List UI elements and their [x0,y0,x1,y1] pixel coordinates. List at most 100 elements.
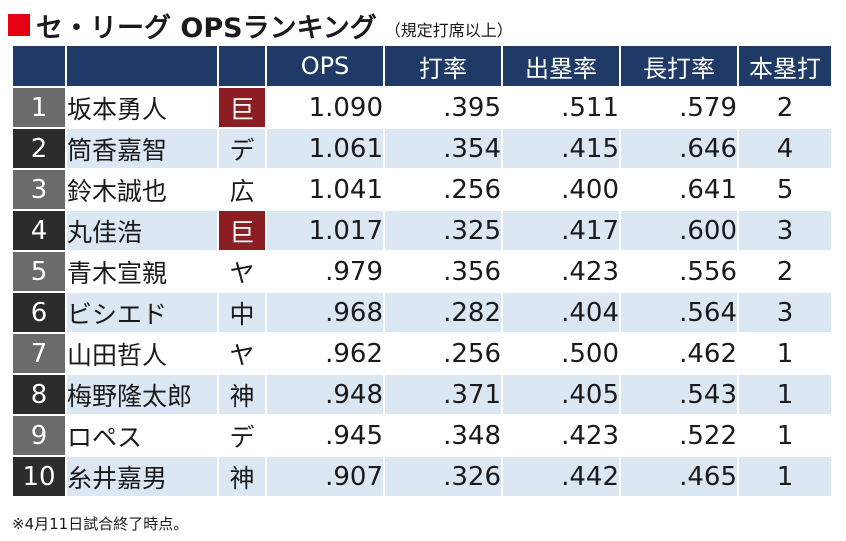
ops-ranking-table: OPS 打率 出塁率 長打率 本塁打 1 坂本勇人巨 1.090.395.511.5… [11,44,833,498]
avg-value: .354 [385,129,501,168]
ops-value: .979 [267,252,383,291]
hr-value: 4 [739,129,831,168]
avg-value: .356 [385,252,501,291]
hr-value: 1 [739,416,831,455]
header-slg: 長打率 [621,46,737,86]
ops-value: 1.090 [267,88,383,127]
obp-value: .423 [503,252,619,291]
ops-value: 1.041 [267,170,383,209]
obp-value: .415 [503,129,619,168]
player-name: ビシエド [67,293,217,332]
player-name: 糸井嘉男 [67,457,217,496]
rank-number: 9 [13,416,65,455]
ops-value: 1.017 [267,211,383,250]
rank-number: 4 [13,211,65,250]
header-name [67,46,217,86]
team-badge: 中 [219,293,265,332]
table-row: 2 筒香嘉智デ 1.061.354.415.646 4 [13,129,831,168]
avg-value: .326 [385,457,501,496]
hr-value: 1 [739,334,831,373]
team-badge: 広 [219,170,265,209]
header-ops: OPS [267,46,383,86]
rank-number: 10 [13,457,65,496]
title-bar: セ・リーグ OPSランキング （規定打席以上） [8,6,513,44]
slg-value: .556 [621,252,737,291]
obp-value: .511 [503,88,619,127]
slg-value: .522 [621,416,737,455]
avg-value: .282 [385,293,501,332]
obp-value: .400 [503,170,619,209]
slg-value: .564 [621,293,737,332]
hr-value: 1 [739,375,831,414]
slg-value: .641 [621,170,737,209]
player-name: 鈴木誠也 [67,170,217,209]
hr-value: 3 [739,211,831,250]
table-row: 3 鈴木誠也広 1.041.256.400.641 5 [13,170,831,209]
red-square-icon [8,14,30,36]
avg-value: .348 [385,416,501,455]
rank-number: 6 [13,293,65,332]
obp-value: .405 [503,375,619,414]
header-rank [13,46,65,86]
team-badge: ヤ [219,334,265,373]
table-row: 7 山田哲人ヤ .962.256.500.462 1 [13,334,831,373]
rank-number: 3 [13,170,65,209]
obp-value: .417 [503,211,619,250]
slg-value: .646 [621,129,737,168]
table-row: 4 丸佳浩巨 1.017.325.417.600 3 [13,211,831,250]
table-row: 10 糸井嘉男神 .907.326.442.465 1 [13,457,831,496]
ops-value: .907 [267,457,383,496]
player-name: 梅野隆太郎 [67,375,217,414]
team-badge: ヤ [219,252,265,291]
rank-number: 2 [13,129,65,168]
table-row: 5 青木宣親ヤ .979.356.423.556 2 [13,252,831,291]
rank-number: 5 [13,252,65,291]
ops-value: .948 [267,375,383,414]
slg-value: .579 [621,88,737,127]
ops-value: .968 [267,293,383,332]
player-name: 丸佳浩 [67,211,217,250]
team-badge: デ [219,416,265,455]
avg-value: .256 [385,170,501,209]
obp-value: .423 [503,416,619,455]
player-name: 坂本勇人 [67,88,217,127]
obp-value: .500 [503,334,619,373]
avg-value: .256 [385,334,501,373]
slg-value: .462 [621,334,737,373]
table-row: 9 ロペスデ .945.348.423.522 1 [13,416,831,455]
avg-value: .395 [385,88,501,127]
player-name: 筒香嘉智 [67,129,217,168]
slg-value: .543 [621,375,737,414]
ops-value: 1.061 [267,129,383,168]
player-name: 山田哲人 [67,334,217,373]
ops-value: .962 [267,334,383,373]
header-row: OPS 打率 出塁率 長打率 本塁打 [13,46,831,86]
rank-number: 7 [13,334,65,373]
hr-value: 5 [739,170,831,209]
title-note: （規定打席以上） [384,21,513,40]
slg-value: .600 [621,211,737,250]
header-hr: 本塁打 [739,46,831,86]
hr-value: 2 [739,252,831,291]
avg-value: .371 [385,375,501,414]
rank-number: 8 [13,375,65,414]
header-avg: 打率 [385,46,501,86]
team-badge: デ [219,129,265,168]
table-body: 1 坂本勇人巨 1.090.395.511.579 2 2 筒香嘉智デ 1.061.354.… [13,88,831,496]
player-name: 青木宣親 [67,252,217,291]
rank-number: 1 [13,88,65,127]
team-badge: 巨 [219,88,265,127]
header-obp: 出塁率 [503,46,619,86]
slg-value: .465 [621,457,737,496]
team-badge: 神 [219,457,265,496]
team-badge: 巨 [219,211,265,250]
table-row: 1 坂本勇人巨 1.090.395.511.579 2 [13,88,831,127]
footnote: ※4月11日試合終了時点。 [12,515,189,533]
hr-value: 2 [739,88,831,127]
table-row: 6 ビシエド中 .968.282.404.564 3 [13,293,831,332]
player-name: ロペス [67,416,217,455]
obp-value: .442 [503,457,619,496]
hr-value: 1 [739,457,831,496]
team-badge: 神 [219,375,265,414]
ops-value: .945 [267,416,383,455]
